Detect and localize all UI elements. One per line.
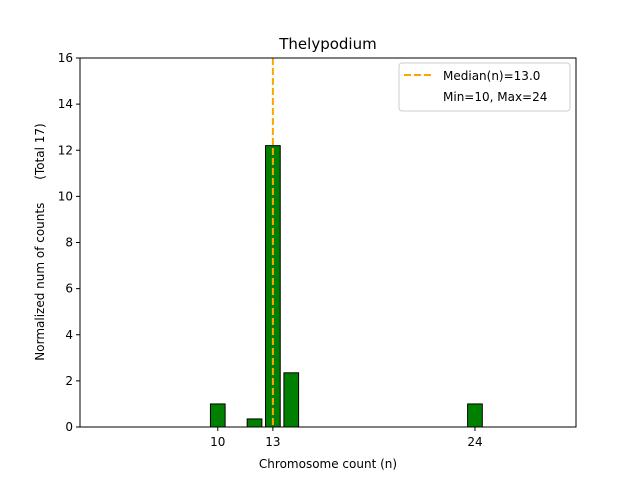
y-tick-label: 8 — [65, 236, 73, 250]
legend: Median(n)=13.0 Min=10, Max=24 — [398, 62, 571, 112]
y-tick-label: 6 — [65, 282, 73, 296]
bars-layer — [209, 145, 483, 428]
x-tick-label: 24 — [467, 435, 482, 449]
bar-n-24 — [467, 403, 483, 428]
x-tick-label: 13 — [265, 435, 280, 449]
bar-n-14 — [283, 372, 300, 428]
y-axis-ticks: 0 2 4 6 8 10 12 14 16 — [58, 51, 80, 434]
y-axis-label: Normalized num of counts (Total 17) — [33, 123, 47, 360]
bar-n-12 — [246, 418, 263, 428]
y-tick-label: 12 — [58, 143, 73, 157]
y-tick-label: 10 — [58, 189, 73, 203]
x-tick-label: 10 — [210, 435, 225, 449]
y-tick-label: 4 — [65, 328, 73, 342]
x-axis-ticks: 10 13 24 — [210, 427, 483, 449]
x-axis-label: Chromosome count (n) — [259, 457, 397, 471]
y-tick-label: 2 — [65, 374, 73, 388]
chart-title: Thelypodium — [278, 35, 376, 53]
plot-frame — [79, 57, 577, 428]
y-tick-label: 14 — [58, 97, 73, 111]
legend-entry-range: Min=10, Max=24 — [443, 90, 547, 104]
y-tick-label: 0 — [65, 420, 73, 434]
legend-entry-median: Median(n)=13.0 — [443, 69, 540, 83]
y-tick-label: 16 — [58, 51, 73, 65]
legend-box — [398, 62, 571, 112]
bar-n-10 — [209, 403, 226, 428]
